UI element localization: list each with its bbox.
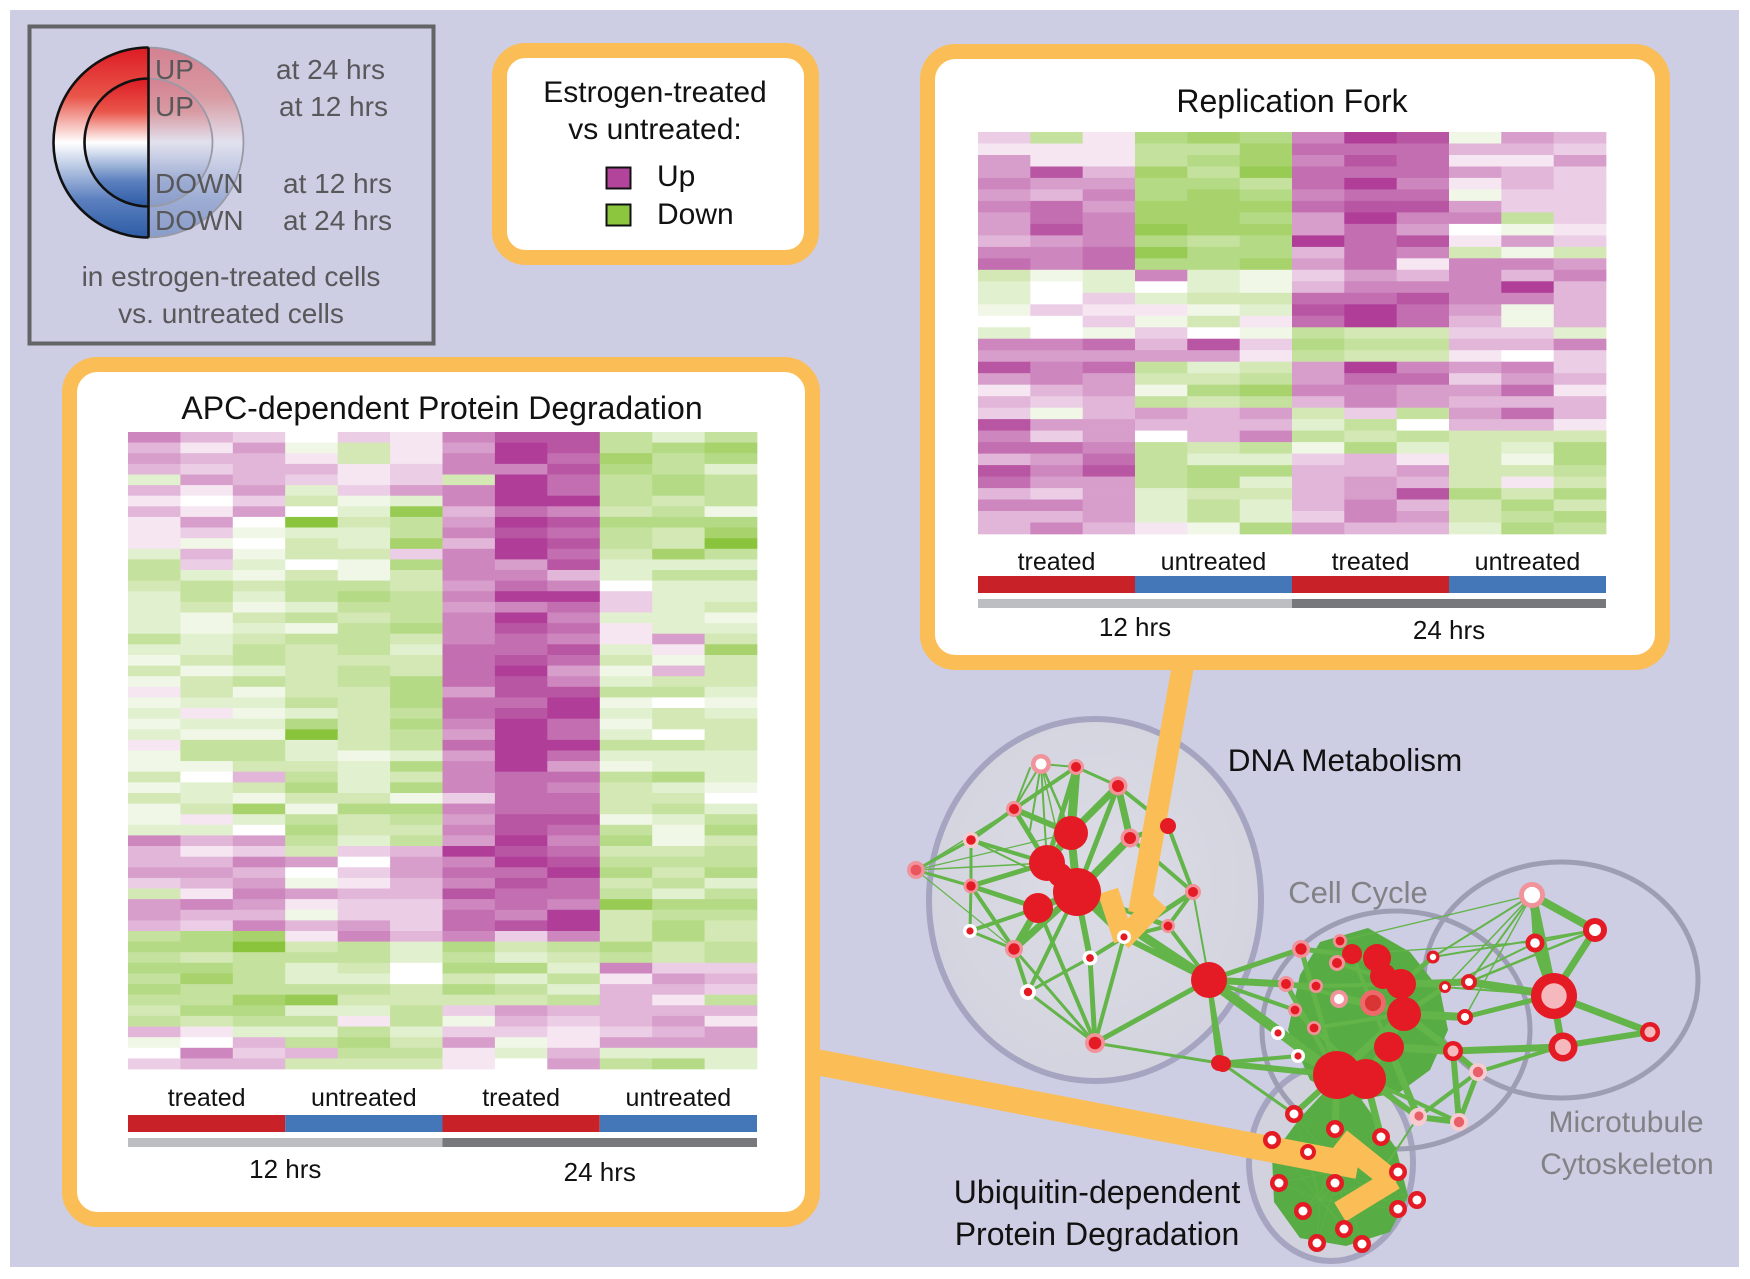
svg-text:APC-dependent Protein Degradat: APC-dependent Protein Degradation	[181, 390, 702, 426]
svg-text:24 hrs: 24 hrs	[1413, 615, 1485, 645]
svg-text:Estrogen-treated: Estrogen-treated	[543, 76, 766, 109]
svg-text:at 24 hrs: at 24 hrs	[276, 54, 385, 85]
svg-text:at 12 hrs: at 12 hrs	[279, 91, 388, 122]
svg-text:Cytoskeleton: Cytoskeleton	[1540, 1148, 1713, 1181]
svg-text:untreated: untreated	[1161, 548, 1267, 576]
svg-text:untreated: untreated	[626, 1084, 732, 1112]
svg-text:UP: UP	[155, 91, 194, 122]
svg-text:at 24 hrs: at 24 hrs	[283, 205, 392, 236]
svg-text:treated: treated	[1018, 548, 1096, 576]
svg-text:24 hrs: 24 hrs	[564, 1157, 636, 1187]
svg-text:DOWN: DOWN	[155, 205, 244, 236]
svg-text:untreated: untreated	[1475, 548, 1581, 576]
svg-text:Microtubule: Microtubule	[1548, 1106, 1703, 1139]
svg-text:UP: UP	[155, 54, 194, 85]
svg-text:Up: Up	[657, 160, 695, 193]
svg-text:treated: treated	[1332, 548, 1410, 576]
svg-text:Ubiquitin-dependent: Ubiquitin-dependent	[954, 1174, 1241, 1210]
svg-text:Protein Degradation: Protein Degradation	[955, 1216, 1240, 1252]
svg-text:untreated: untreated	[311, 1084, 417, 1112]
svg-text:Cell Cycle: Cell Cycle	[1288, 875, 1428, 910]
svg-text:vs. untreated cells: vs. untreated cells	[118, 298, 344, 329]
svg-text:DNA Metabolism: DNA Metabolism	[1228, 742, 1463, 778]
svg-text:at 12 hrs: at 12 hrs	[283, 168, 392, 199]
svg-text:Down: Down	[657, 198, 734, 231]
svg-text:DOWN: DOWN	[155, 168, 244, 199]
svg-text:treated: treated	[168, 1084, 246, 1112]
svg-text:Replication Fork: Replication Fork	[1176, 83, 1408, 119]
svg-text:in estrogen-treated cells: in estrogen-treated cells	[82, 261, 381, 292]
svg-text:treated: treated	[482, 1084, 560, 1112]
svg-text:vs untreated:: vs untreated:	[568, 113, 741, 146]
svg-text:12 hrs: 12 hrs	[1099, 612, 1171, 642]
svg-text:12 hrs: 12 hrs	[249, 1154, 321, 1184]
